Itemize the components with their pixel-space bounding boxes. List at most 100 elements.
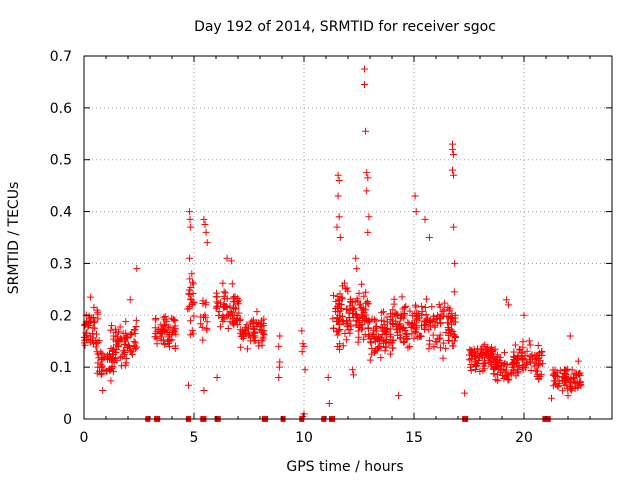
- data-point: [449, 166, 456, 174]
- data-point: [107, 365, 115, 373]
- data-point: [97, 371, 105, 379]
- data-point: [362, 127, 370, 135]
- data-point: [399, 305, 407, 313]
- data-point: [343, 284, 351, 292]
- y-tick-label: 0.4: [50, 205, 72, 221]
- data-point: [161, 312, 169, 320]
- data-point: [395, 392, 403, 400]
- data-point: [352, 310, 360, 318]
- data-point: [349, 306, 357, 314]
- data-point: [168, 336, 176, 344]
- data-point: [472, 361, 480, 369]
- data-point: [253, 322, 261, 330]
- data-point: [332, 305, 340, 313]
- data-point: [568, 366, 576, 374]
- data-point: [497, 359, 505, 367]
- data-point: [95, 337, 103, 345]
- data-point: [364, 324, 372, 332]
- data-point: [443, 319, 451, 327]
- data-point: [389, 306, 397, 314]
- data-point: [552, 371, 560, 379]
- data-point: [519, 364, 527, 372]
- data-point: [410, 334, 418, 342]
- x-tick-label: 5: [190, 430, 199, 446]
- data-point: [568, 384, 576, 392]
- data-point: [347, 322, 355, 330]
- data-point: [186, 291, 194, 299]
- data-point: [400, 312, 408, 320]
- data-point: [492, 376, 500, 384]
- data-point: [107, 326, 115, 334]
- data-point: [552, 381, 560, 389]
- data-point: [200, 386, 208, 394]
- data-point: [392, 310, 400, 318]
- data-point: [254, 319, 262, 327]
- data-point: [85, 312, 93, 320]
- data-point: [416, 332, 424, 340]
- data-point: [343, 305, 351, 313]
- data-point: [334, 171, 342, 179]
- data-point: [198, 323, 206, 331]
- data-point: [387, 350, 395, 358]
- data-point: [95, 367, 103, 375]
- data-point: [362, 288, 370, 296]
- data-point: [243, 321, 251, 329]
- data-point: [275, 342, 283, 350]
- data-point: [354, 316, 362, 324]
- data-point: [493, 362, 501, 370]
- data-point: [276, 332, 284, 340]
- data-point: [259, 335, 267, 343]
- data-point: [123, 333, 131, 341]
- data-point: [514, 363, 522, 371]
- data-point: [376, 337, 384, 345]
- data-point: [130, 325, 138, 333]
- x-tick-label: 10: [295, 430, 313, 446]
- data-point: [132, 316, 140, 324]
- x-tick-label: 15: [405, 430, 423, 446]
- data-point: [224, 325, 232, 333]
- x-tick-label: 20: [515, 430, 533, 446]
- data-point: [131, 330, 139, 338]
- data-point: [107, 344, 115, 352]
- data-point: [202, 313, 210, 321]
- data-point: [443, 313, 451, 321]
- data-point: [301, 366, 309, 374]
- data-point: [213, 289, 221, 297]
- data-point: [499, 372, 507, 380]
- data-point: [197, 320, 205, 328]
- data-point: [339, 312, 347, 320]
- data-point: [236, 326, 244, 334]
- data-point: [442, 328, 450, 336]
- data-point: [564, 392, 572, 400]
- data-point: [220, 288, 228, 296]
- data-point: [112, 355, 120, 363]
- data-point: [538, 351, 546, 359]
- grid: [84, 56, 612, 419]
- data-point: [121, 340, 129, 348]
- data-point: [237, 343, 245, 351]
- data-point: [190, 312, 198, 320]
- data-point: [97, 360, 105, 368]
- data-point: [431, 316, 439, 324]
- data-point: [324, 374, 332, 382]
- data-point: [491, 345, 499, 353]
- data-point: [203, 239, 211, 247]
- data-point: [84, 336, 92, 344]
- data-point: [348, 366, 356, 374]
- data-point: [236, 317, 244, 325]
- data-point: [338, 295, 346, 303]
- data-point: [362, 299, 370, 307]
- data-point: [415, 311, 423, 319]
- data-point: [255, 339, 263, 347]
- data-point: [249, 316, 257, 324]
- data-point: [429, 331, 437, 339]
- y-tick-label: 0.7: [50, 49, 72, 65]
- data-point: [90, 319, 98, 327]
- data-point: [275, 374, 283, 382]
- data-point: [354, 338, 362, 346]
- data-point: [380, 308, 388, 316]
- data-point: [447, 326, 455, 334]
- data-point: [81, 321, 89, 329]
- data-point: [94, 363, 102, 371]
- data-point: [479, 360, 487, 368]
